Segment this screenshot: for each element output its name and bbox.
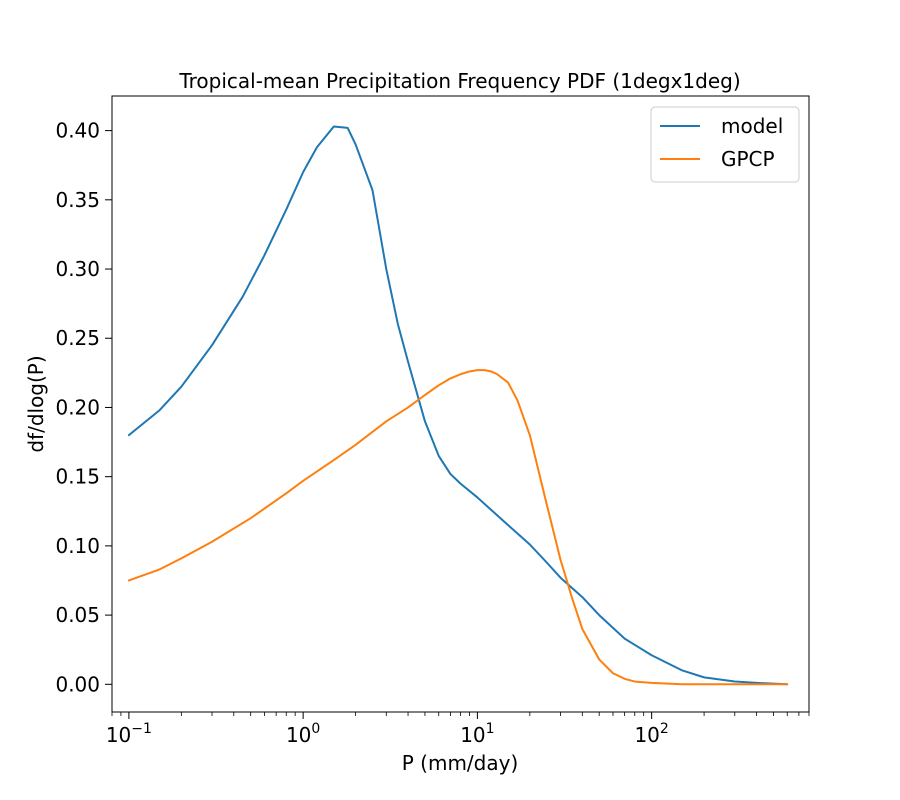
x-tick-label: 101	[460, 721, 494, 747]
plot-frame	[111, 95, 810, 713]
series-line-gpcp	[127, 369, 789, 686]
chart-title: Tropical-mean Precipitation Frequency PD…	[178, 69, 740, 93]
y-tick-label: 0.15	[55, 465, 100, 489]
x-tick-label: 102	[634, 721, 668, 747]
y-tick-label: 0.05	[55, 603, 100, 627]
legend: model GPCP	[650, 106, 800, 183]
x-axis-ticks: 10−1 100 101 102	[106, 712, 810, 747]
series-line-model	[127, 125, 789, 686]
legend-label-model: model	[721, 114, 783, 138]
y-axis-ticks: 0.00 0.05 0.10 0.15 0.20 0.25 0.30 0.35 0.40	[55, 119, 112, 696]
x-tick-label: 10−1	[106, 721, 152, 747]
y-tick-label: 0.00	[55, 672, 100, 696]
y-tick-label: 0.40	[55, 119, 100, 143]
y-axis-label: df/dlog(P)	[24, 355, 48, 452]
y-tick-label: 0.10	[55, 534, 100, 558]
plot-background	[112, 96, 809, 712]
y-tick-label: 0.20	[55, 395, 100, 419]
legend-label-gpcp: GPCP	[721, 147, 775, 171]
x-tick-label: 100	[286, 721, 320, 747]
series-lines	[127, 125, 789, 686]
plot-area: 0.00 0.05 0.10 0.15 0.20 0.25 0.30 0.35 0.40 10−…	[55, 95, 810, 747]
y-tick-label: 0.25	[55, 326, 100, 350]
x-axis-label: P (mm/day)	[402, 751, 519, 775]
y-tick-label: 0.30	[55, 257, 100, 281]
y-tick-label: 0.35	[55, 188, 100, 212]
